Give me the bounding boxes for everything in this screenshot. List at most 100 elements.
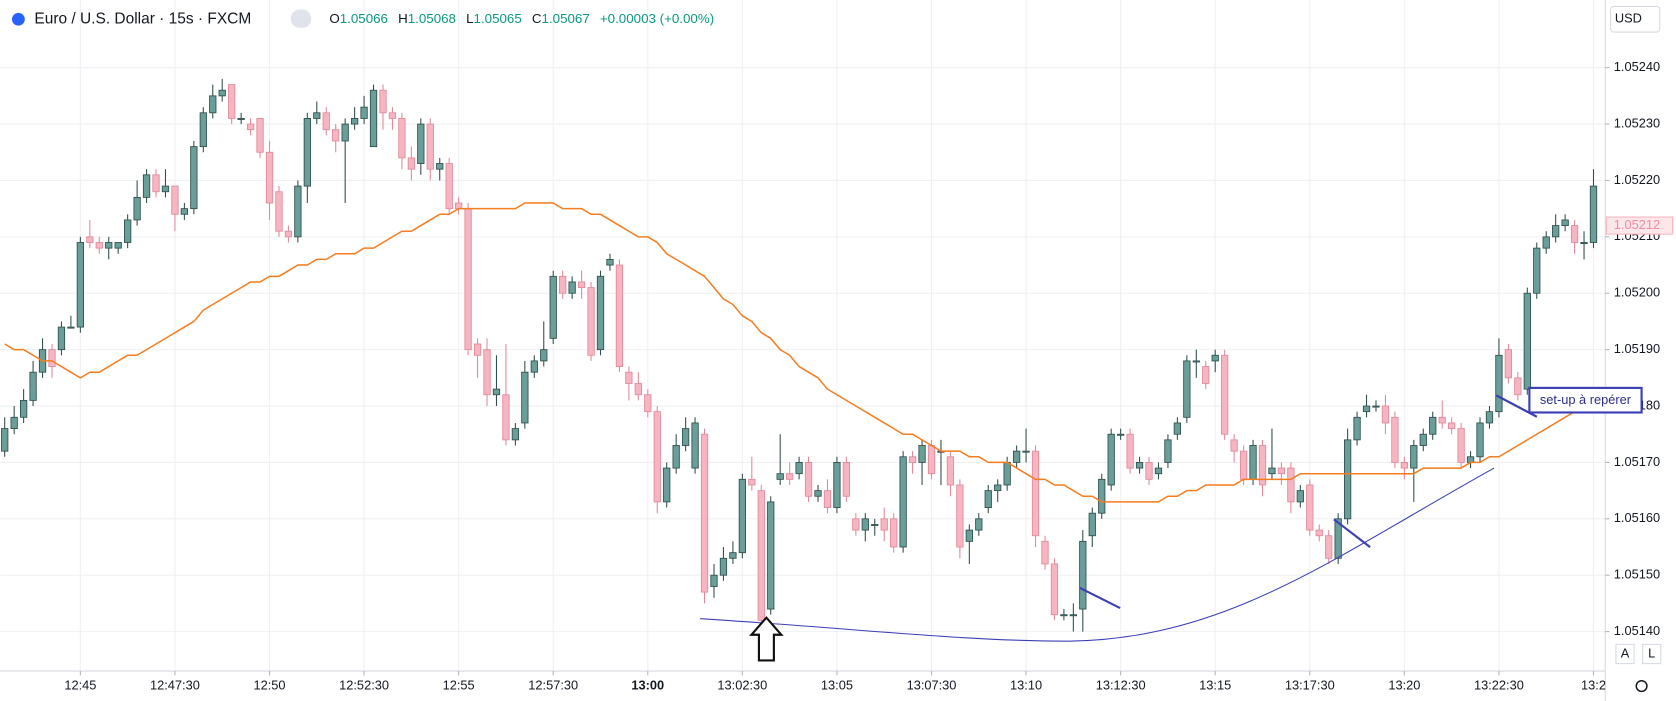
candle-body — [379, 89, 387, 114]
candle-body — [1249, 445, 1257, 480]
candle-body — [1429, 416, 1437, 435]
candle-body — [681, 428, 690, 446]
candle-body — [1173, 422, 1182, 435]
candle-body — [237, 117, 245, 120]
annotation-text: set-up à repérer — [1540, 392, 1632, 407]
x-tick-label: 13:05 — [821, 677, 853, 692]
candle-body — [152, 174, 160, 193]
candle-body — [786, 473, 794, 480]
y-tick-label: 1.05170 — [1614, 454, 1660, 469]
candle-body — [814, 490, 822, 497]
candle-body — [1117, 433, 1125, 436]
candle-body — [1485, 411, 1494, 424]
candle-body — [908, 456, 917, 463]
candle-body — [1088, 512, 1096, 537]
candle-body — [1533, 247, 1541, 294]
candle-body — [1221, 354, 1229, 435]
candle-body — [1381, 405, 1390, 424]
candle-body — [899, 456, 907, 548]
auto-label: A — [1621, 645, 1630, 660]
x-tick-label: 13:20 — [1388, 677, 1420, 692]
candle-body — [180, 208, 189, 215]
candle-body — [663, 467, 671, 503]
candle-body — [540, 349, 548, 362]
candle-body — [767, 501, 775, 610]
candle-body — [473, 343, 482, 356]
x-tick-label: 13:00 — [631, 677, 664, 692]
y-tick-label: 1.05200 — [1614, 285, 1660, 300]
candle-body — [228, 84, 236, 119]
last-price-label: 1.05212 — [1614, 217, 1660, 232]
candle-body — [464, 208, 472, 351]
symbol-title: Euro / U.S. Dollar · 15s · FXCM — [34, 10, 251, 27]
candle-body — [965, 529, 973, 542]
x-tick-label: 13:10 — [1010, 677, 1042, 692]
candle-body — [171, 185, 179, 215]
candle-body — [1230, 439, 1238, 452]
candle-body — [672, 445, 680, 469]
l-value: 1.05065 — [474, 11, 522, 26]
candle-body — [48, 349, 56, 367]
x-tick-label: 13:2 — [1581, 677, 1606, 692]
candle-body — [436, 163, 444, 170]
log-label: L — [1648, 645, 1655, 660]
candle-body — [1098, 478, 1106, 514]
candle-body — [615, 264, 624, 367]
settings-icon[interactable] — [1635, 679, 1648, 693]
candle-body — [1154, 467, 1163, 475]
candle-body — [10, 416, 18, 430]
candle-body — [483, 349, 491, 396]
candle-body — [700, 433, 709, 593]
annotation-box — [1528, 386, 1643, 414]
auto-button[interactable] — [1615, 643, 1635, 665]
x-tick-label: 13:22:30 — [1474, 677, 1524, 692]
candle-body — [559, 275, 567, 294]
hide-button[interactable] — [290, 9, 312, 28]
candle-body — [1400, 461, 1408, 469]
candle-body — [1239, 450, 1248, 480]
l-label: L — [466, 11, 473, 26]
candle-body — [388, 112, 397, 119]
candle-body — [19, 399, 28, 418]
candle-body — [1003, 461, 1011, 486]
candle-body — [833, 461, 841, 508]
c-label: C — [532, 11, 542, 26]
candle-body — [1012, 450, 1021, 463]
candle-body — [1050, 563, 1059, 616]
candle-body — [644, 394, 652, 413]
candle-body — [294, 185, 302, 238]
candle-body — [1580, 242, 1588, 244]
candle-body — [568, 281, 576, 294]
candle-body — [530, 360, 538, 373]
candle-body — [653, 411, 661, 503]
candle-body — [975, 518, 983, 531]
change: +0.00003 (+0.00%) — [600, 11, 714, 26]
candle-body — [1325, 535, 1333, 559]
currency-button[interactable] — [1610, 5, 1661, 33]
candle-body — [738, 478, 746, 554]
ohlc: O1.05066 H1.05068 L1.05065 C1.05067 +0.0… — [329, 11, 714, 26]
candle-body — [256, 117, 264, 153]
candle-body — [124, 219, 132, 243]
x-tick-label: 12:45 — [64, 677, 96, 692]
candle-body — [1514, 377, 1522, 396]
x-tick-label: 12:52:30 — [339, 677, 389, 692]
h-value: 1.05068 — [408, 11, 456, 26]
candle-body — [1561, 219, 1569, 227]
candle-body — [1192, 360, 1200, 363]
header: Euro / U.S. Dollar · 15s · FXCM O1.05066… — [11, 5, 1662, 693]
log-button[interactable] — [1642, 643, 1662, 665]
candle-body — [1060, 614, 1068, 617]
candle-body — [199, 112, 207, 148]
candle-body — [1334, 518, 1342, 559]
candle-body — [1495, 354, 1503, 413]
candle-body — [1448, 422, 1456, 430]
candle-body — [1552, 225, 1560, 238]
candle-body — [76, 242, 84, 328]
drawn-line — [1333, 518, 1371, 548]
candle-body — [994, 484, 1002, 492]
candle-body — [284, 230, 293, 238]
annotation: set-up à repérer — [1528, 386, 1643, 414]
candle-body — [1258, 445, 1267, 486]
candle-body — [190, 146, 198, 210]
